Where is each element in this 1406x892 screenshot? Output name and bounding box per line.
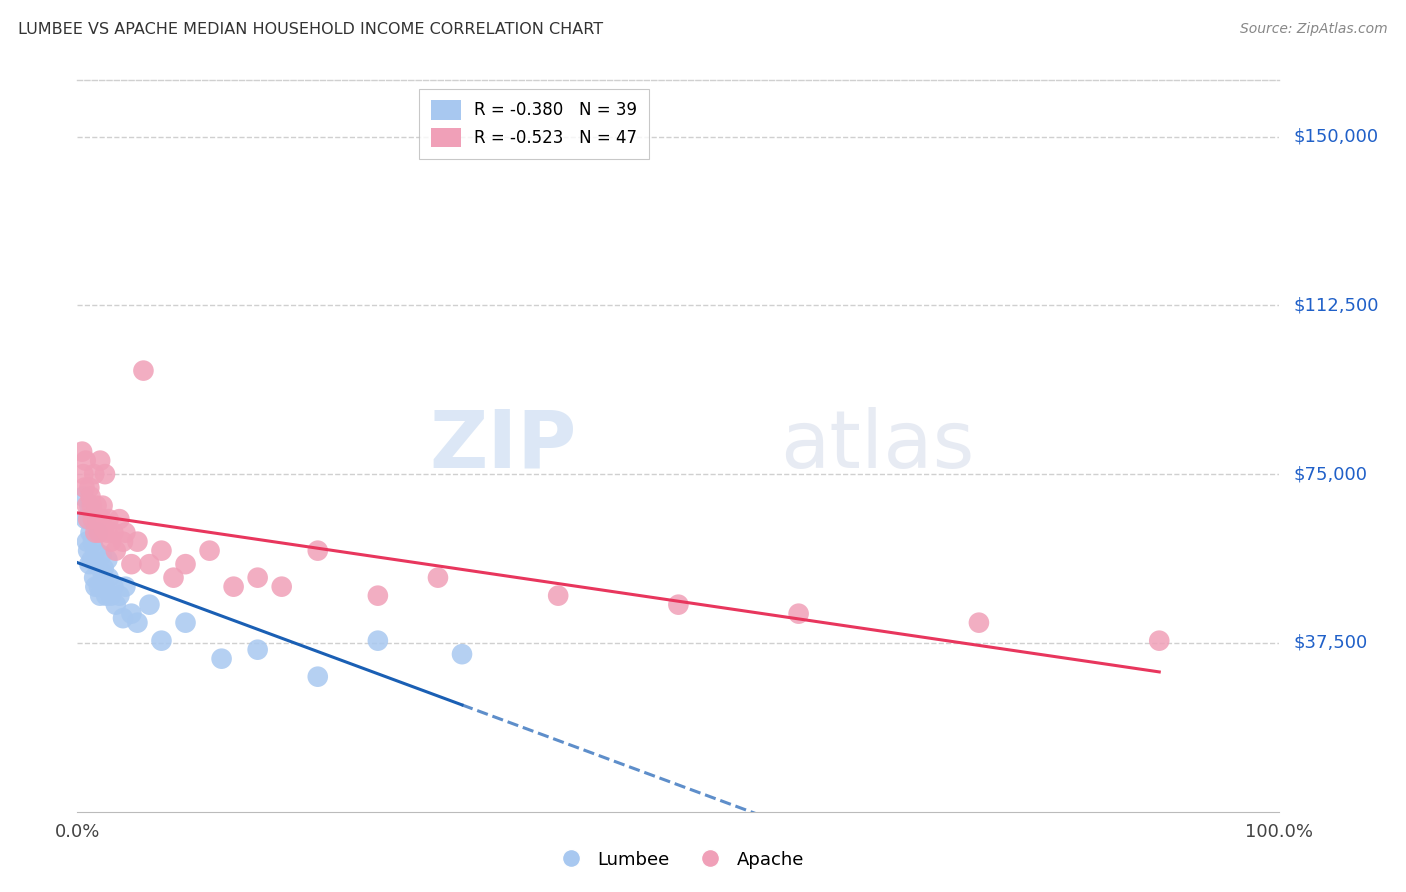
Point (104, 598, 127, 612)
Point (174, 557, 197, 571)
Point (80, 552, 103, 566)
Point (84, 543, 107, 558)
Point (83, 467, 105, 482)
Point (120, 607, 142, 621)
Text: $112,500: $112,500 (1294, 296, 1379, 314)
Point (84, 525, 107, 540)
Point (87, 580, 110, 594)
Text: Source: ZipAtlas.com: Source: ZipAtlas.com (1240, 22, 1388, 37)
Point (83, 571, 105, 585)
Point (79, 525, 101, 540)
Legend: Lumbee, Apache: Lumbee, Apache (546, 844, 811, 876)
Point (93, 562, 115, 576)
Point (86, 499, 108, 513)
Point (90, 548, 112, 562)
Point (79, 557, 101, 571)
Text: $37,500: $37,500 (1294, 634, 1368, 652)
Point (307, 670, 329, 684)
Point (367, 589, 389, 603)
Point (211, 651, 233, 665)
Point (246, 642, 269, 657)
Point (91, 566, 114, 581)
Point (73, 481, 96, 495)
Point (103, 580, 125, 594)
Point (89, 453, 111, 467)
Point (451, 647, 474, 661)
Point (97, 571, 120, 585)
Point (76, 534, 98, 549)
Point (97, 512, 120, 526)
Point (127, 534, 149, 549)
Point (75, 453, 97, 467)
Point (84, 580, 107, 594)
Point (114, 580, 136, 594)
Point (100, 589, 122, 603)
Point (75, 512, 97, 526)
Text: $150,000: $150,000 (1294, 128, 1378, 145)
Point (94, 467, 117, 482)
Point (270, 580, 292, 594)
Text: LUMBEE VS APACHE MEDIAN HOUSEHOLD INCOME CORRELATION CHART: LUMBEE VS APACHE MEDIAN HOUSEHOLD INCOME… (18, 22, 603, 37)
Point (82, 512, 104, 526)
Point (86, 557, 108, 571)
Point (1149, 633, 1171, 648)
Point (103, 525, 125, 540)
Point (138, 557, 160, 571)
Point (87, 525, 110, 540)
Point (79, 490, 101, 504)
Point (246, 571, 269, 585)
Point (127, 615, 149, 630)
Text: ZIP: ZIP (429, 407, 576, 485)
Point (150, 633, 173, 648)
Point (77, 543, 100, 558)
Point (108, 589, 131, 603)
Point (104, 543, 127, 558)
Point (427, 571, 450, 585)
Point (89, 589, 111, 603)
Point (93, 521, 115, 535)
Point (547, 589, 569, 603)
Point (150, 543, 173, 558)
Point (198, 543, 221, 558)
Point (72, 490, 94, 504)
Point (120, 557, 142, 571)
Point (96, 525, 118, 540)
Point (967, 615, 990, 630)
Point (70, 444, 93, 458)
Point (367, 633, 389, 648)
Point (787, 607, 810, 621)
Point (72, 467, 94, 482)
Point (222, 580, 245, 594)
Point (79, 481, 101, 495)
Point (91, 499, 114, 513)
Point (307, 543, 329, 558)
Point (96, 589, 118, 603)
Text: $75,000: $75,000 (1294, 465, 1368, 483)
Point (100, 534, 122, 549)
Point (80, 499, 103, 513)
Point (174, 615, 197, 630)
Point (132, 363, 155, 377)
Text: atlas: atlas (780, 407, 974, 485)
Point (76, 499, 98, 513)
Point (82, 534, 104, 549)
Point (87, 512, 110, 526)
Point (77, 512, 100, 526)
Point (162, 571, 184, 585)
Point (138, 598, 160, 612)
Point (108, 512, 131, 526)
Point (90, 512, 112, 526)
Point (87, 525, 110, 540)
Point (79, 499, 101, 513)
Point (114, 525, 136, 540)
Point (96, 552, 118, 566)
Point (668, 598, 690, 612)
Point (111, 611, 134, 625)
Point (94, 580, 117, 594)
Point (111, 534, 134, 549)
